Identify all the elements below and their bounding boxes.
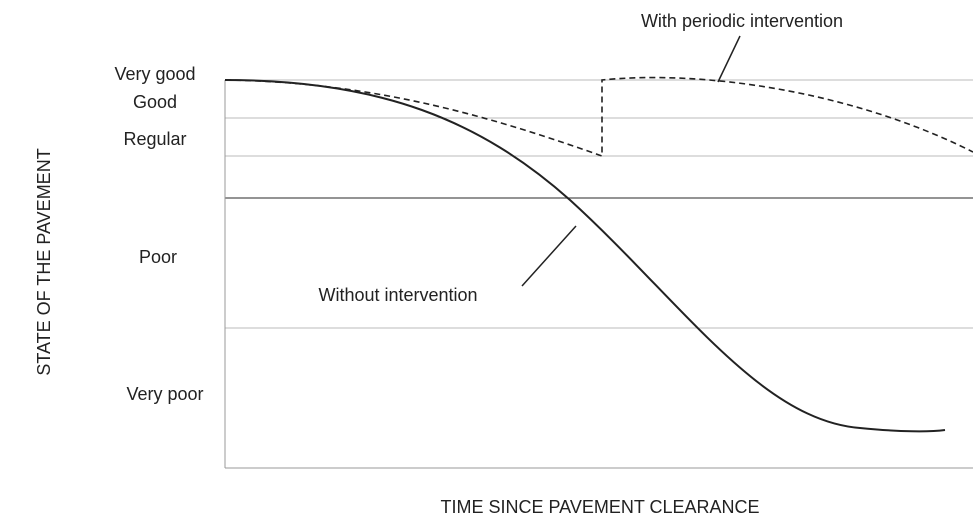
level-label: Poor bbox=[139, 247, 177, 267]
annotation: With periodic intervention bbox=[641, 11, 843, 31]
leader-line bbox=[717, 35, 741, 83]
x-axis-title: TIME SINCE PAVEMENT CLEARANCE bbox=[440, 497, 759, 517]
y-axis-title: STATE OF THE PAVEMENT bbox=[34, 148, 54, 375]
level-label: Good bbox=[133, 92, 177, 112]
annotation: Without intervention bbox=[318, 285, 477, 305]
leader-line bbox=[521, 225, 577, 287]
curve-without bbox=[224, 79, 946, 433]
level-label: Very poor bbox=[126, 384, 203, 404]
curve-with bbox=[224, 76, 973, 158]
level-label: Very good bbox=[114, 64, 195, 84]
level-label: Regular bbox=[123, 129, 186, 149]
